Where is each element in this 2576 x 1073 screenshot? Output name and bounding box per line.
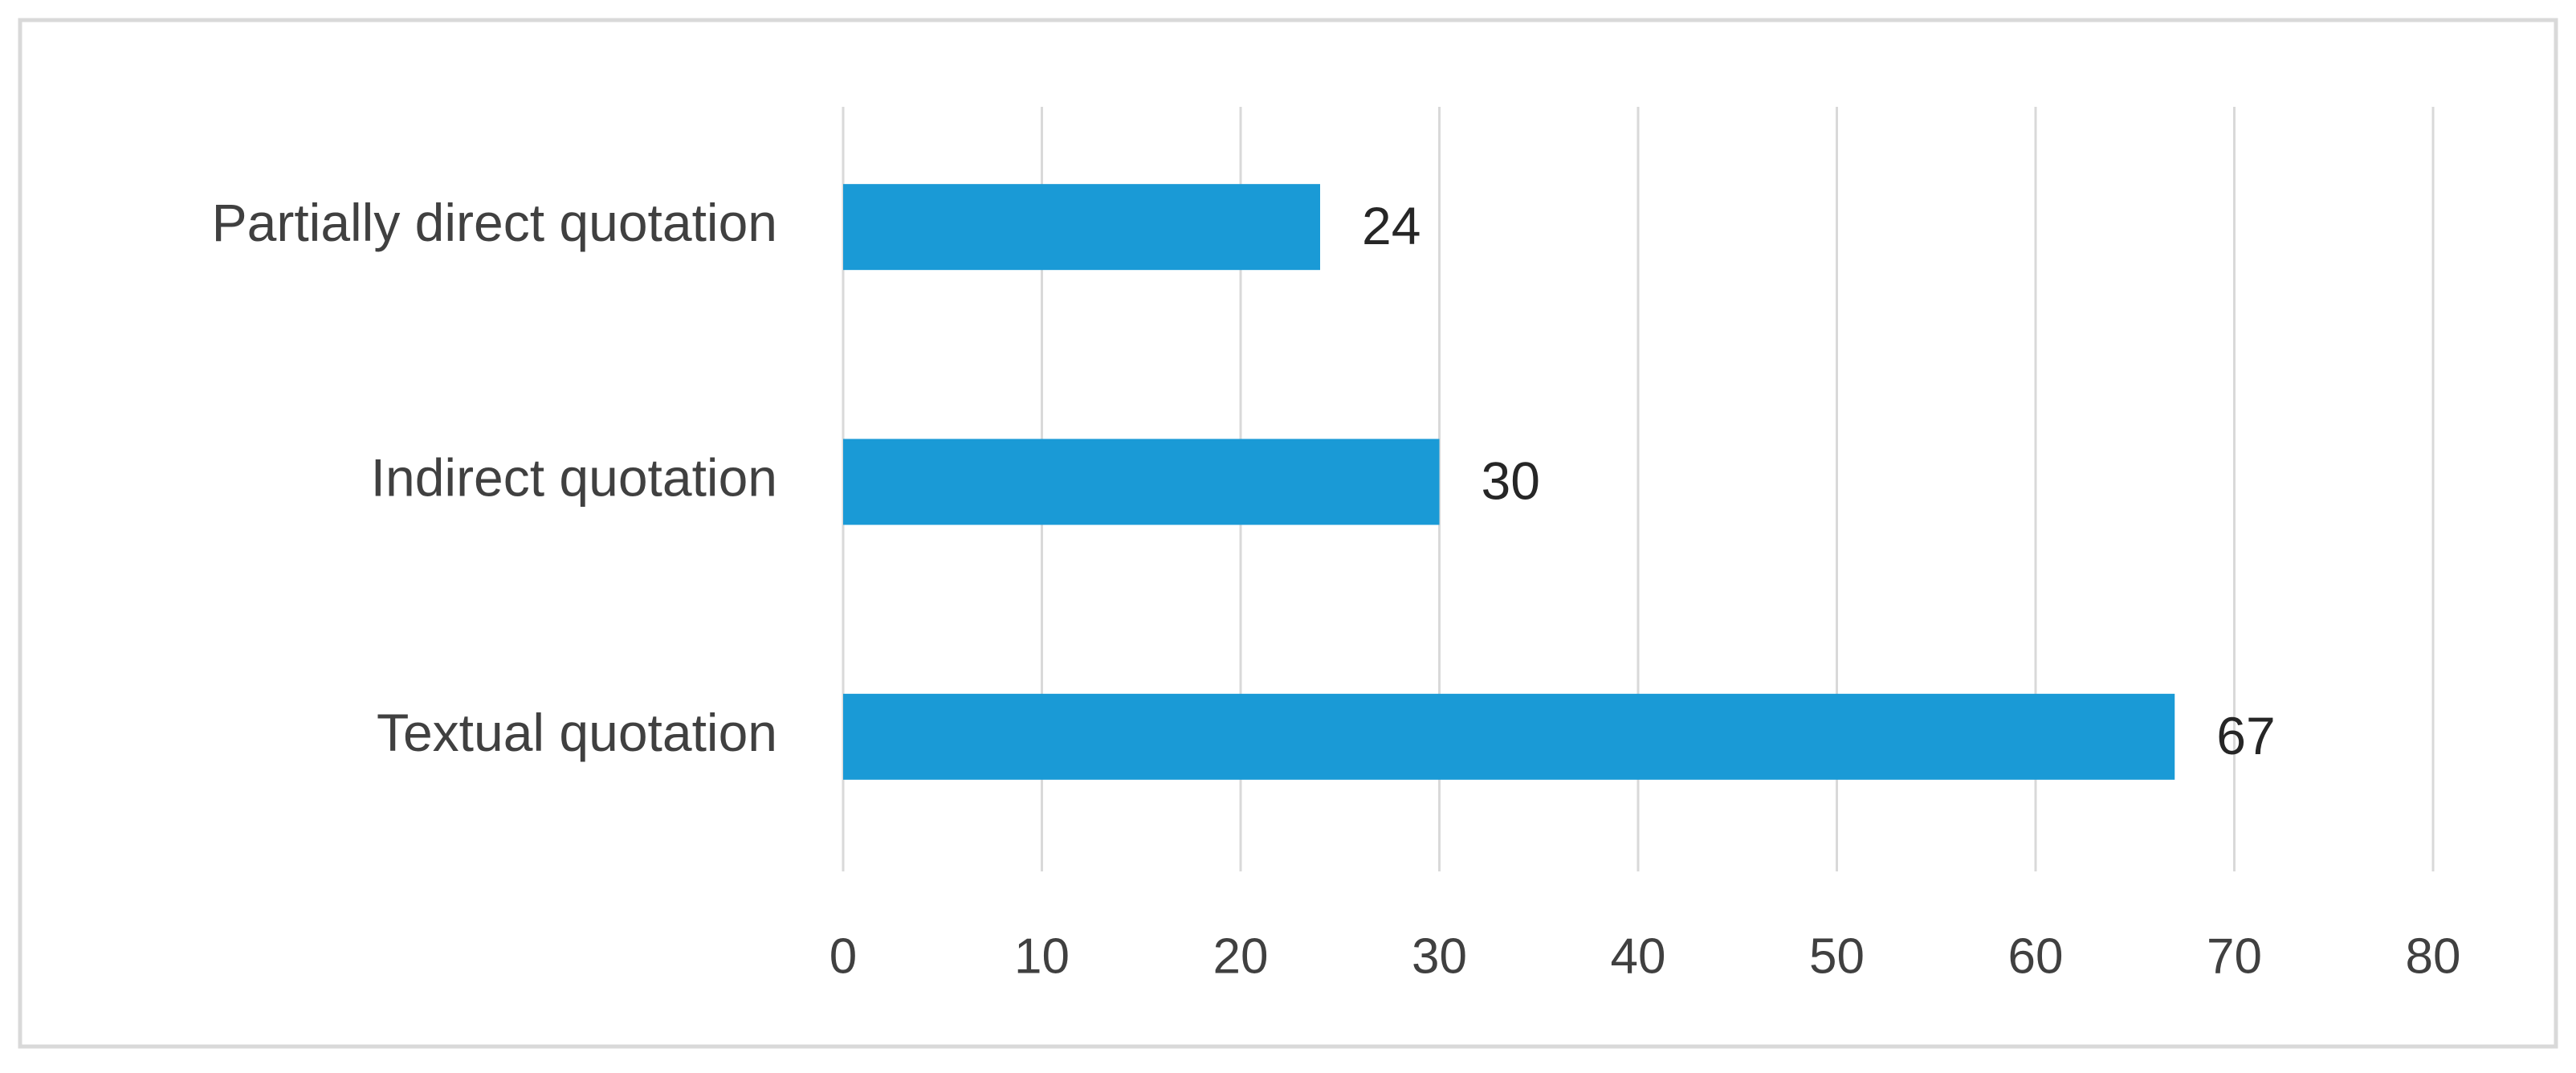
- x-tick-label: 40: [1611, 928, 1666, 984]
- y-tick-label: Indirect quotation: [371, 447, 777, 507]
- x-tick-label: 30: [1412, 928, 1467, 984]
- bar: [843, 439, 1440, 525]
- bar: [843, 693, 2175, 780]
- y-tick-label: Partially direct quotation: [212, 193, 777, 252]
- x-tick-label: 80: [2406, 928, 2461, 984]
- bar: [843, 184, 1320, 271]
- x-tick-label: 0: [829, 928, 857, 984]
- x-tick-label: 10: [1014, 928, 1070, 984]
- x-tick-label: 20: [1213, 928, 1269, 984]
- x-tick-label: 60: [2008, 928, 2064, 984]
- data-label: 67: [2216, 706, 2275, 765]
- chart-border: [18, 18, 2558, 1049]
- x-tick-label: 70: [2207, 928, 2262, 984]
- x-tick-label: 50: [1809, 928, 1865, 984]
- y-tick-label: Textual quotation: [377, 703, 777, 762]
- data-label: 30: [1482, 451, 1540, 510]
- data-label: 24: [1362, 196, 1420, 255]
